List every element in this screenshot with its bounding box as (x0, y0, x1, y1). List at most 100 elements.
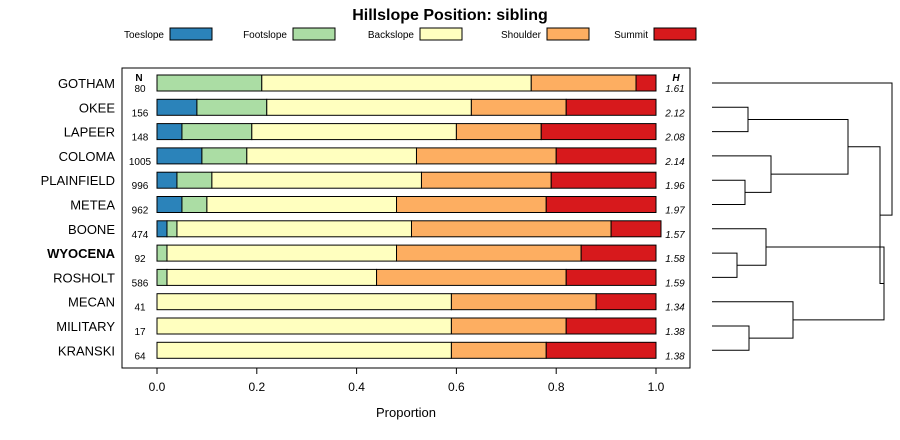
h-column-header: H (672, 73, 680, 84)
row-label-metea: METEA (70, 198, 115, 213)
row-label-boone: BOONE (68, 222, 115, 237)
bar-kranski-summit (545, 341, 657, 359)
legend-swatch-footslope (292, 27, 336, 41)
row-label-coloma: COLOMA (59, 149, 116, 164)
bar-okee-toeslope (156, 98, 198, 116)
bar-plainfield-summit (550, 171, 657, 189)
row-label-wyocena: WYOCENA (47, 246, 116, 261)
row-label-lapeer: LAPEER (64, 125, 115, 140)
bar-rosholt-summit (565, 268, 657, 286)
n-value-kranski: 64 (134, 351, 146, 362)
dendrogram-link-mecan-mk (712, 301, 794, 339)
n-value-boone: 474 (132, 230, 149, 241)
bar-boone-footslope (166, 220, 178, 238)
bar-military-backslope (156, 317, 452, 335)
bar-mecan-backslope (156, 293, 452, 311)
bar-metea-toeslope (156, 196, 183, 213)
bar-wyocena-summit (580, 244, 657, 262)
n-value-gotham: 80 (134, 84, 146, 95)
row-label-plainfield: PLAINFIELD (41, 173, 115, 188)
row-label-gotham: GOTHAM (58, 76, 115, 91)
bar-coloma-shoulder (415, 147, 557, 165)
bar-rosholt-footslope (156, 268, 168, 286)
bar-boone-shoulder (410, 220, 612, 238)
bar-boone-toeslope (156, 220, 168, 238)
legend-label-summit: Summit (614, 30, 648, 41)
bar-plainfield-backslope (211, 171, 422, 189)
n-value-okee: 156 (132, 108, 149, 119)
legend-label-footslope: Footslope (243, 30, 287, 41)
bar-rosholt-shoulder (376, 268, 567, 286)
h-value-lapeer: 2.08 (664, 133, 685, 144)
bar-lapeer-footslope (181, 123, 253, 141)
bar-coloma-footslope (201, 147, 248, 165)
n-value-plainfield: 996 (132, 181, 149, 192)
n-value-metea: 962 (132, 206, 149, 217)
h-value-gotham: 1.61 (665, 84, 684, 95)
bar-plainfield-toeslope (156, 171, 178, 189)
bar-wyocena-footslope (156, 244, 168, 262)
dendrogram-link-wyocena-rosholt (712, 252, 738, 278)
bar-coloma-backslope (246, 147, 417, 165)
bar-kranski-backslope (156, 341, 452, 359)
h-value-metea: 1.97 (665, 206, 685, 217)
x-tick-label-2: 0.4 (348, 380, 365, 394)
bar-kranski-shoulder (450, 341, 547, 359)
row-label-kranski: KRANSKI (58, 343, 115, 358)
dendrogram-link-root (712, 82, 893, 216)
legend-swatch-toeslope (169, 27, 213, 41)
h-value-boone: 1.57 (665, 230, 685, 241)
x-tick-label-4: 0.8 (548, 380, 565, 394)
x-tick-label-5: 1.0 (648, 380, 665, 394)
row-label-rosholt: ROSHOLT (53, 270, 115, 285)
h-value-wyocena: 1.58 (665, 254, 685, 265)
h-value-kranski: 1.38 (665, 351, 685, 362)
dendrogram-link-okee-metea (748, 118, 849, 175)
dendrogram-link-plainfield-metea (712, 179, 746, 205)
bar-rosholt-backslope (166, 268, 378, 286)
h-value-military: 1.38 (665, 327, 685, 338)
h-value-coloma: 2.14 (664, 157, 685, 168)
bar-lapeer-toeslope (156, 123, 183, 141)
x-tick-label-0: 0.0 (149, 380, 166, 394)
plot-frame (121, 67, 691, 369)
dendrogram-link-boone-kranski (766, 246, 885, 321)
legend-swatch-backslope (419, 27, 463, 41)
bar-boone-summit (610, 220, 662, 238)
bar-mecan-shoulder (450, 293, 597, 311)
bar-metea-summit (545, 196, 657, 213)
dendrogram-link-okee-kranski (848, 146, 884, 284)
legend-label-backslope: Backslope (368, 30, 415, 41)
bar-mecan-summit (595, 293, 657, 311)
bar-gotham-summit (635, 74, 657, 92)
h-value-plainfield: 1.96 (665, 181, 685, 192)
x-tick-label-1: 0.2 (248, 380, 265, 394)
bar-lapeer-summit (540, 123, 657, 141)
x-axis: 0.0 0.2 0.4 0.6 0.8 1.0 (149, 368, 665, 394)
legend-label-shoulder: Shoulder (501, 30, 542, 41)
dendrogram-link-boone-wr (712, 228, 767, 266)
h-value-okee: 2.12 (664, 108, 685, 119)
legend-swatch-shoulder (546, 27, 590, 41)
bar-okee-summit (565, 98, 657, 116)
dendrogram (712, 82, 893, 351)
h-value-mecan: 1.34 (665, 303, 685, 314)
row-label-military: MILITARY (56, 319, 115, 334)
legend-swatch-summit (653, 27, 697, 41)
n-value-mecan: 41 (134, 303, 146, 314)
bar-gotham-shoulder (530, 74, 637, 92)
bar-metea-footslope (181, 196, 208, 213)
n-value-rosholt: 586 (132, 278, 149, 289)
bar-plainfield-shoulder (420, 171, 552, 189)
bar-military-summit (565, 317, 657, 335)
bar-lapeer-shoulder (455, 123, 542, 141)
legend: Toeslope Footslope Backslope Shoulder Summit (124, 27, 697, 41)
bar-coloma-summit (555, 147, 657, 165)
bar-okee-footslope (196, 98, 268, 116)
row-label-okee: OKEE (79, 100, 115, 115)
x-axis-label: Proportion (376, 405, 436, 420)
dendrogram-link-coloma-pm (712, 155, 772, 193)
n-value-military: 17 (134, 327, 146, 338)
bar-metea-shoulder (396, 196, 547, 213)
